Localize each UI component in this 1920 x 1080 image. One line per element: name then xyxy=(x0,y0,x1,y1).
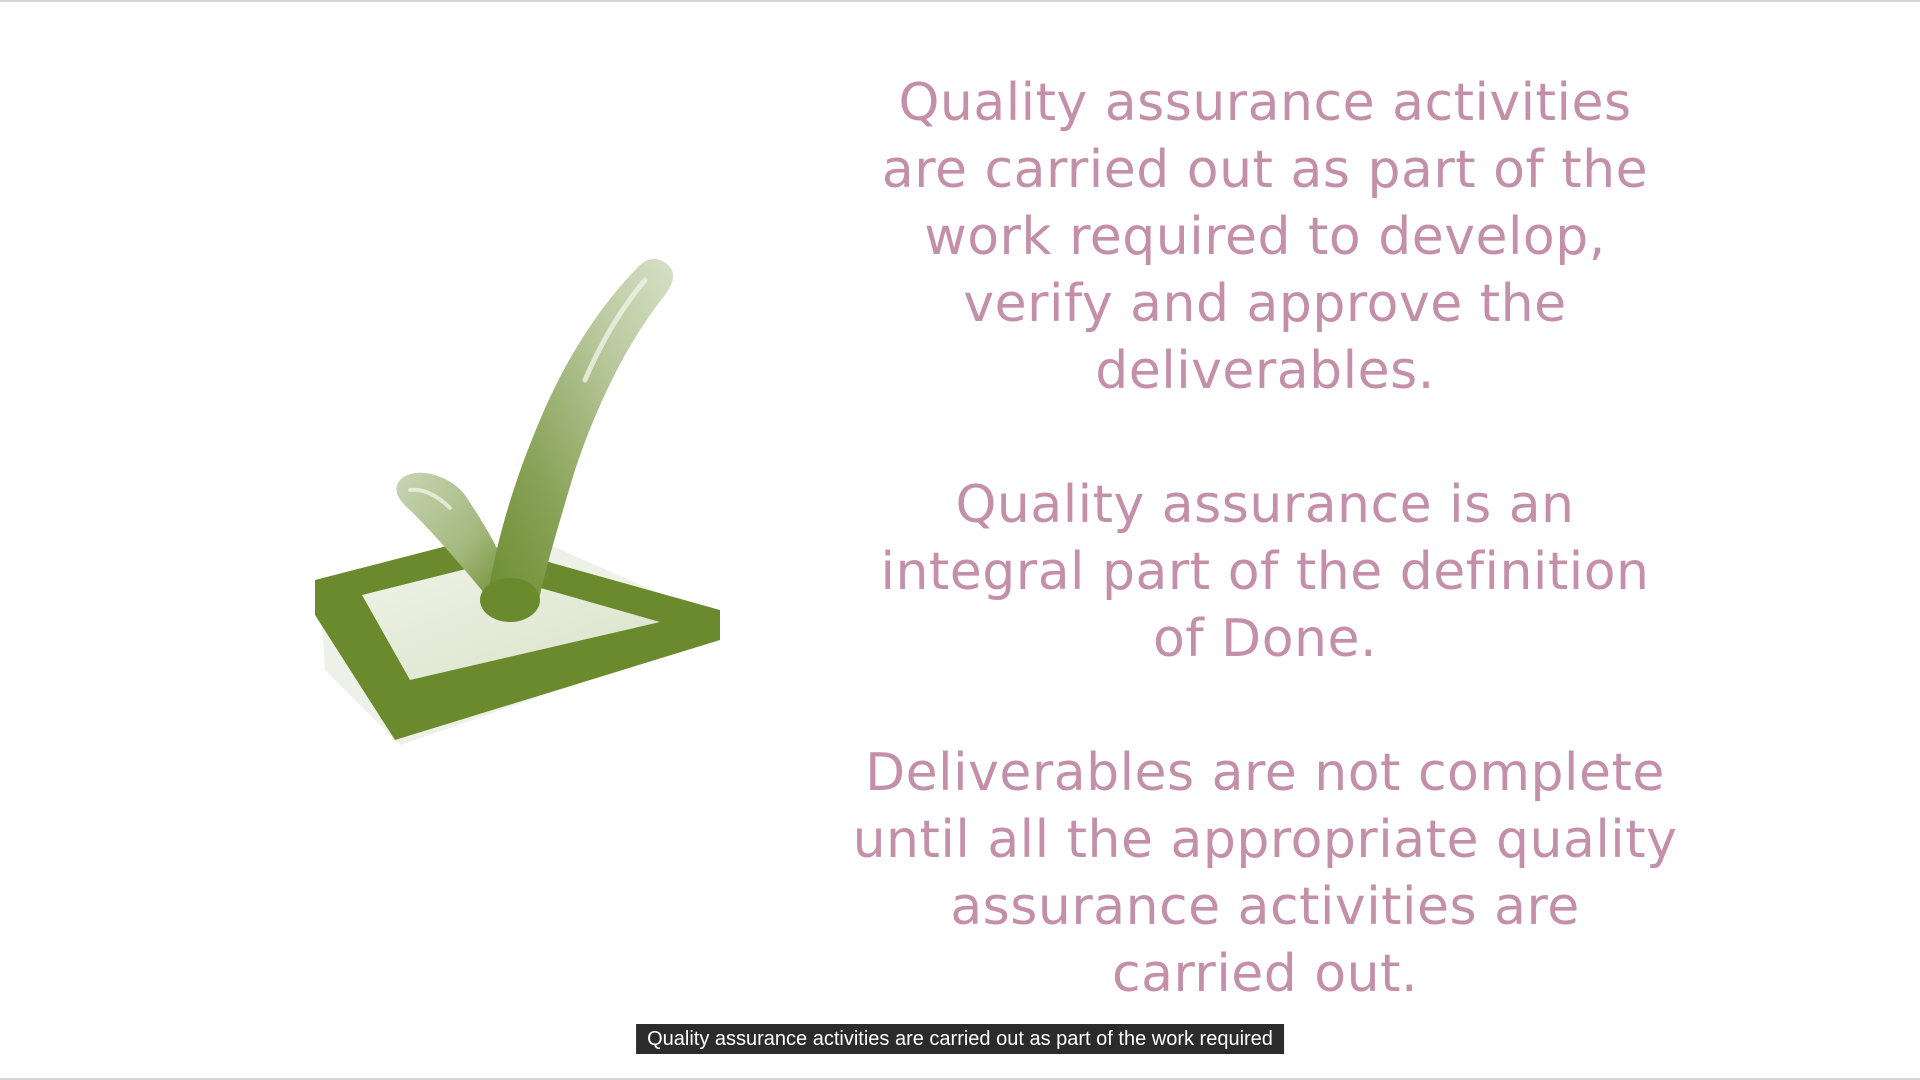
paragraph-quality-activities: Quality assurance activities are carried… xyxy=(881,73,1649,401)
frame-bottom-border xyxy=(0,1078,1920,1080)
slide-text: Quality assurance activities are carried… xyxy=(850,70,1680,1075)
frame-top-border xyxy=(0,0,1920,2)
subtitle-caption: Quality assurance activities are carried… xyxy=(636,1024,1284,1054)
checkbox-checkmark-icon xyxy=(315,258,720,745)
paragraph-deliverables-complete: Deliverables are not complete until all … xyxy=(852,743,1678,1004)
paragraph-definition-of-done: Quality assurance is an integral part of… xyxy=(880,475,1650,669)
slide: Quality assurance activities are carried… xyxy=(315,73,1677,1004)
